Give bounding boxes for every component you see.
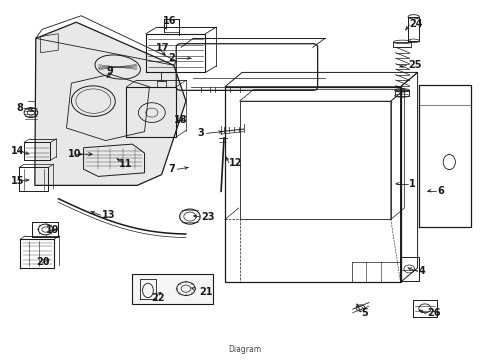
Text: 11: 11 <box>119 159 132 169</box>
Text: 20: 20 <box>36 257 49 267</box>
Text: 25: 25 <box>407 60 421 70</box>
Text: 13: 13 <box>102 210 115 220</box>
Text: 3: 3 <box>197 129 204 138</box>
Text: Diagram: Diagram <box>227 345 261 354</box>
Text: 22: 22 <box>151 293 164 303</box>
Text: 17: 17 <box>156 43 169 53</box>
Text: 24: 24 <box>408 19 422 29</box>
Text: 21: 21 <box>199 287 213 297</box>
Text: 7: 7 <box>168 164 175 174</box>
Polygon shape <box>35 22 185 185</box>
Text: 23: 23 <box>201 212 215 221</box>
Text: 19: 19 <box>45 225 59 235</box>
Text: 18: 18 <box>173 115 187 125</box>
Bar <box>132 274 212 304</box>
Text: 5: 5 <box>361 309 367 318</box>
Text: 6: 6 <box>437 186 444 196</box>
Text: 14: 14 <box>11 145 25 156</box>
Text: 9: 9 <box>107 66 114 76</box>
Text: 4: 4 <box>418 266 425 276</box>
Text: 8: 8 <box>16 103 23 113</box>
Text: 15: 15 <box>11 176 25 186</box>
Text: 1: 1 <box>408 179 415 189</box>
Text: 16: 16 <box>162 17 176 27</box>
Text: 12: 12 <box>228 158 242 168</box>
Text: 2: 2 <box>168 53 175 63</box>
Text: 26: 26 <box>427 309 440 318</box>
Text: 10: 10 <box>68 149 81 159</box>
